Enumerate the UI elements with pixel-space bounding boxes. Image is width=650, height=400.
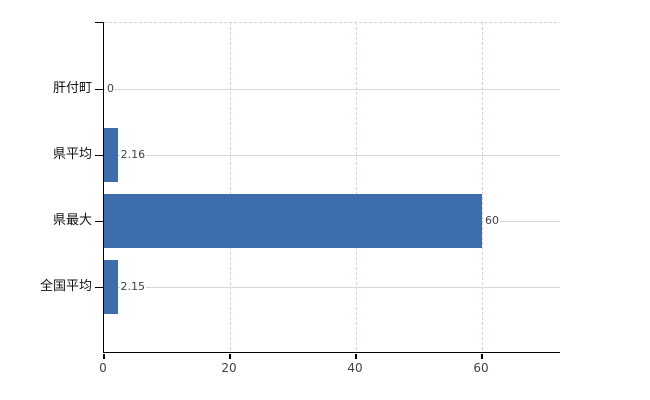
category-label: 肝付町 — [52, 81, 92, 96]
bar-value-label: 2.15 — [119, 279, 147, 295]
category-label: 全国平均 — [39, 279, 92, 294]
x-axis-tick — [229, 354, 231, 359]
plot-area: 0 2.16 60 2.15 — [94, 21, 560, 359]
x-axis-tick — [103, 354, 105, 359]
x-tick-label: 0 — [99, 361, 107, 375]
y-axis-tick — [94, 220, 103, 222]
grid-line-horizontal — [104, 287, 560, 288]
x-tick-label: 40 — [347, 361, 363, 375]
y-axis-tick — [94, 88, 103, 90]
grid-line-horizontal — [104, 89, 560, 90]
x-tick-label: 20 — [221, 361, 237, 375]
y-axis-end-tick — [94, 21, 103, 23]
bar — [104, 194, 482, 248]
y-axis-tick — [94, 286, 103, 288]
grid-line-horizontal — [104, 155, 560, 156]
x-axis-tick — [481, 354, 483, 359]
x-axis-tick — [355, 354, 357, 359]
grid-line-vertical — [482, 22, 483, 352]
bar-value-label: 2.16 — [119, 147, 147, 163]
grid-line-vertical — [230, 22, 231, 352]
x-tick-label: 60 — [473, 361, 489, 375]
bar-value-label: 0 — [106, 81, 115, 97]
y-axis-tick — [94, 154, 103, 156]
category-label: 県最大 — [52, 213, 92, 228]
bar-value-label: 60 — [484, 213, 500, 229]
category-label: 県平均 — [52, 147, 92, 162]
grid-line-vertical — [356, 22, 357, 352]
plot-top-border — [104, 22, 560, 23]
bar — [104, 128, 118, 182]
bar — [104, 260, 118, 314]
